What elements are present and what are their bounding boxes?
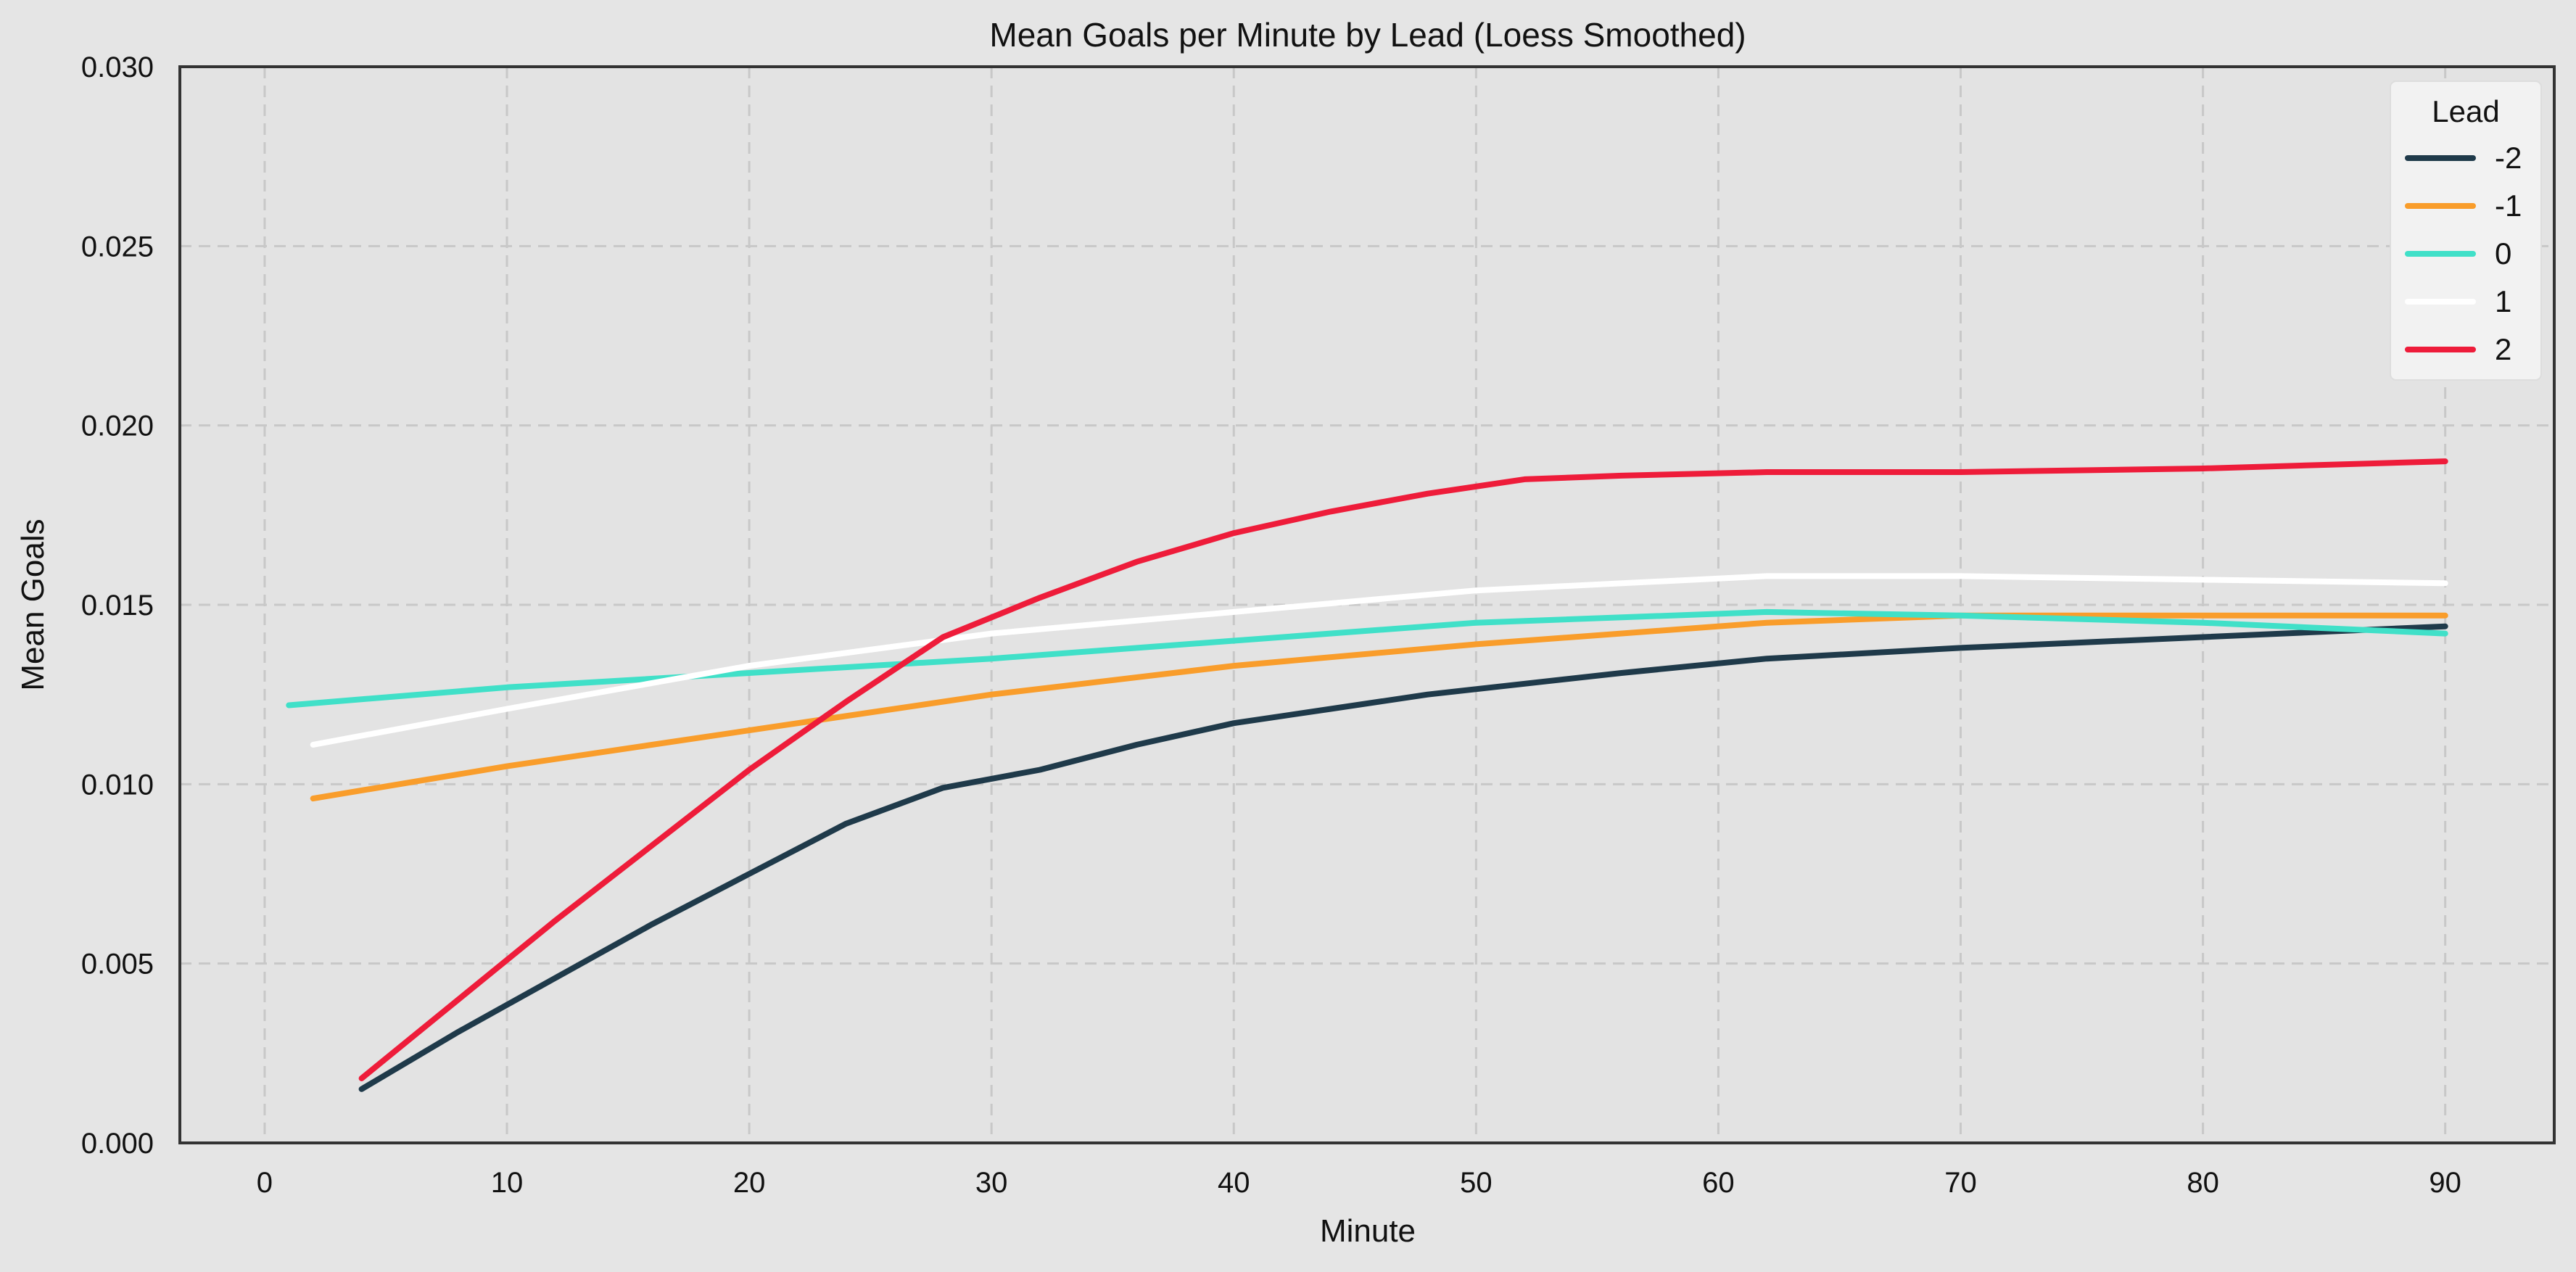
x-axis-ticks: 0 10 20 30 40 50 60 70 80 90 [257,1167,2461,1199]
grid-layer [180,65,2554,1144]
legend-label: -2 [2495,141,2522,175]
y-tick-label: 0.000 [81,1128,154,1160]
x-axis-label: Minute [1320,1213,1416,1249]
series-line--1 [310,612,2448,802]
series-line-2 [358,458,2448,1081]
y-tick-label: 0.010 [81,769,154,801]
series-line--2 [358,623,2448,1092]
series-layer [286,458,2448,1092]
x-tick-label: 10 [491,1167,524,1199]
plot-frame [178,65,2556,1144]
y-axis-ticks: 0.000 0.005 0.010 0.015 0.020 0.025 0.030 [81,51,154,1160]
legend-title: Lead [2432,94,2499,128]
x-tick-label: 80 [2187,1167,2219,1199]
y-tick-label: 0.015 [81,590,154,621]
x-tick-label: 60 [1702,1167,1735,1199]
y-tick-label: 0.025 [81,231,154,263]
series-line-0 [286,608,2448,709]
y-tick-label: 0.005 [81,949,154,980]
chart-title: Mean Goals per Minute by Lead (Loess Smo… [989,16,1746,54]
x-tick-label: 90 [2429,1167,2461,1199]
legend-label: 2 [2495,332,2511,366]
x-tick-label: 70 [1944,1167,1977,1199]
legend-items: -2 -1 0 1 2 [2405,141,2522,366]
legend-label: 0 [2495,236,2511,270]
y-axis-label: Mean Goals [15,519,51,690]
x-tick-label: 50 [1460,1167,1493,1199]
legend-label: 1 [2495,284,2511,318]
x-tick-label: 40 [1218,1167,1250,1199]
y-tick-label: 0.030 [81,51,154,83]
x-tick-label: 0 [257,1167,273,1199]
legend-label: -1 [2495,189,2522,223]
x-tick-label: 20 [733,1167,766,1199]
series-line-1 [310,573,2448,748]
legend: Lead -2 -1 0 1 2 [2390,80,2542,381]
x-tick-label: 30 [975,1167,1008,1199]
y-tick-label: 0.020 [81,410,154,442]
